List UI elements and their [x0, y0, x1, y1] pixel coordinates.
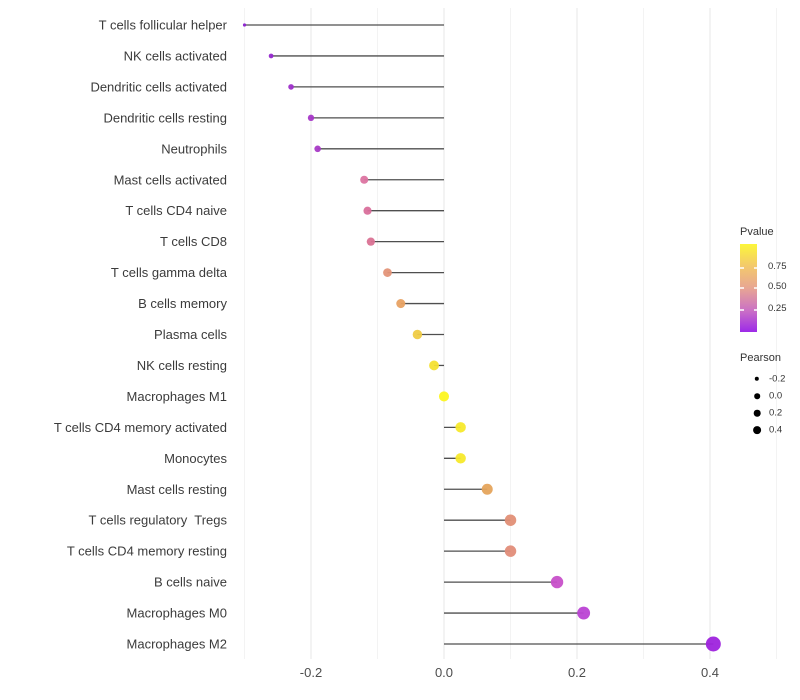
pvalue-gradient-tick [753, 287, 758, 289]
y-axis-label: Dendritic cells resting [103, 110, 227, 125]
lollipop-point [705, 636, 721, 652]
y-axis-label: T cells follicular helper [99, 18, 228, 33]
pvalue-legend: Pvalue 0.75 0.50 0.25 [738, 220, 800, 340]
y-axis-label: T cells regulatory Tregs [89, 513, 228, 528]
pearson-size-legend: Pearson -0.2 0.0 0.2 0.4 [738, 346, 800, 456]
y-axis-label: NK cells resting [137, 358, 227, 373]
lollipop-point [242, 23, 247, 27]
lollipop-point [288, 84, 294, 90]
lollipop-point [481, 483, 493, 495]
x-axis-tick-label: -0.2 [300, 665, 322, 680]
pearson-legend-dot [753, 409, 761, 417]
y-axis-label: Monocytes [164, 451, 227, 466]
lollipop-point [307, 114, 315, 122]
pearson-legend-dot [754, 393, 760, 399]
lollipop-point [504, 545, 517, 557]
x-axis-tick-label: 0.2 [568, 665, 586, 680]
pearson-legend-entry: 0.4 [738, 422, 800, 439]
pvalue-gradient-bar [740, 244, 757, 332]
y-axis-label: Macrophages M2 [127, 637, 227, 652]
lollipop-point [360, 175, 369, 184]
lollipop-point [455, 453, 466, 464]
pearson-legend-label: -0.2 [769, 373, 786, 385]
pearson-legend-entry: -0.2 [738, 371, 800, 388]
pvalue-gradient-tick [753, 309, 758, 311]
y-axis-label: NK cells activated [124, 48, 227, 63]
pvalue-legend-label: 0.50 [768, 281, 787, 292]
y-axis-label: Dendritic cells activated [90, 79, 227, 94]
pearson-legend-entry: 0.0 [738, 388, 800, 405]
lollipop-point [363, 206, 372, 215]
pearson-legend-entry: 0.2 [738, 405, 800, 422]
y-axis-label: T cells CD4 naive [125, 203, 227, 218]
pvalue-legend-label: 0.75 [768, 261, 787, 272]
pvalue-legend-title: Pvalue [740, 226, 774, 238]
pearson-legend-dot [753, 426, 761, 434]
lollipop-point [504, 514, 517, 526]
lollipop-point [412, 329, 423, 340]
pvalue-gradient-tick [753, 267, 758, 269]
x-axis-tick-label: 0.0 [435, 665, 453, 680]
lollipop-point [577, 606, 591, 620]
x-axis-tick-label: 0.4 [701, 665, 719, 680]
pvalue-gradient-tick [740, 287, 744, 289]
pearson-legend-label: 0.0 [769, 390, 783, 402]
lollipop-point [314, 145, 321, 153]
lollipop-point [438, 391, 450, 402]
y-axis-label: B cells naive [154, 575, 227, 590]
y-axis-label: Plasma cells [154, 327, 227, 342]
pvalue-legend-label: 0.25 [768, 303, 787, 314]
pearson-legend-dot [754, 376, 760, 382]
lollipop-point [455, 422, 466, 433]
y-axis-label: B cells memory [138, 296, 227, 311]
y-axis-label: T cells gamma delta [111, 265, 228, 280]
lollipop-point [396, 299, 406, 309]
pearson-legend-label: 0.2 [769, 407, 783, 419]
lollipop-point [383, 268, 392, 277]
pvalue-gradient-tick [740, 309, 744, 311]
y-axis-label: Mast cells activated [114, 172, 227, 187]
pvalue-gradient-tick [740, 267, 744, 269]
y-axis-label: T cells CD8 [160, 234, 227, 249]
y-axis-label: T cells CD4 memory resting [67, 544, 227, 559]
lollipop-point [429, 360, 439, 371]
y-axis-label: Macrophages M1 [127, 389, 227, 404]
y-axis-label: Mast cells resting [127, 482, 227, 497]
y-axis-label: Neutrophils [161, 141, 227, 156]
pearson-legend-title: Pearson [740, 352, 781, 364]
lollipop-point [268, 53, 274, 59]
y-axis-label: T cells CD4 memory activated [54, 420, 227, 435]
lollipop-point [366, 237, 375, 246]
pearson-legend-label: 0.4 [769, 424, 783, 436]
y-axis-label: Macrophages M0 [127, 606, 227, 621]
lollipop-point [550, 575, 564, 589]
